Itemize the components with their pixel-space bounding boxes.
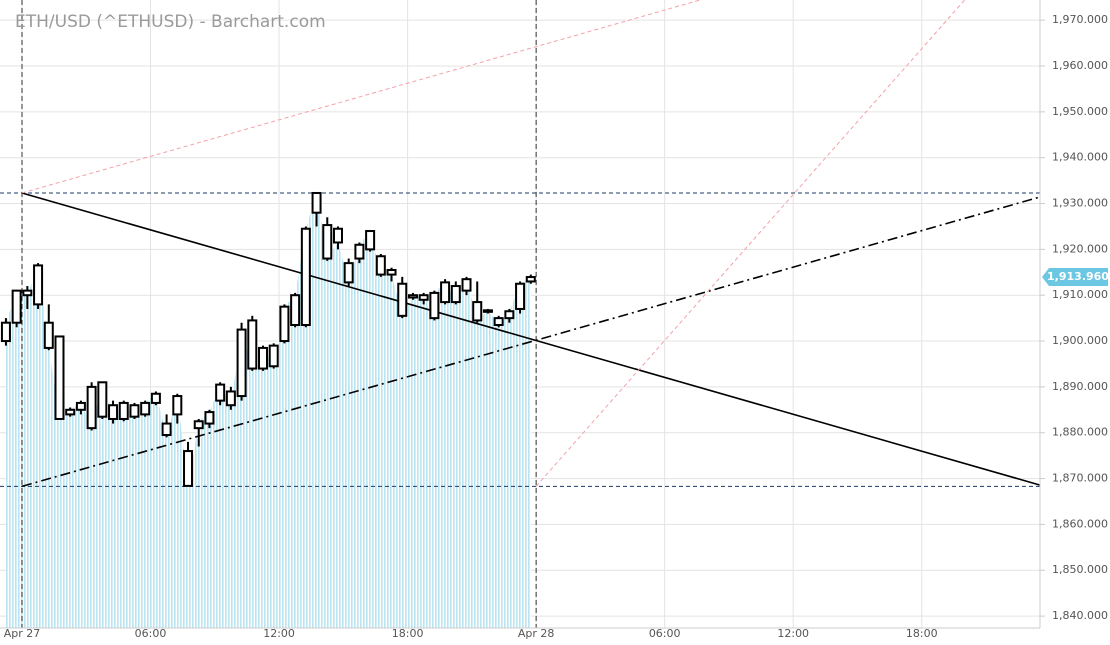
candle-body xyxy=(65,408,76,416)
candle-body xyxy=(172,395,183,416)
candle-body xyxy=(440,281,451,304)
y-tick-label: 1,950.000 xyxy=(1052,105,1108,118)
x-tick-label: Apr 27 xyxy=(4,627,41,640)
x-tick-label: 06:00 xyxy=(649,627,681,640)
y-tick-label: 1,910.000 xyxy=(1052,288,1108,301)
candle-body xyxy=(418,294,429,301)
candle-body xyxy=(97,381,108,418)
y-tick-label: 1,880.000 xyxy=(1052,426,1108,439)
x-tick-label: 18:00 xyxy=(906,627,938,640)
chart-title: ETH/USD (^ETHUSD) - Barchart.com xyxy=(15,12,326,32)
candle-body xyxy=(504,310,515,320)
y-tick-label: 1,840.000 xyxy=(1052,609,1108,622)
candle-body xyxy=(397,282,408,317)
candle-body xyxy=(75,401,86,411)
candle-body xyxy=(268,344,279,368)
candle-body xyxy=(407,294,418,299)
candle-body xyxy=(108,404,119,420)
candle-body xyxy=(215,383,226,402)
last-price-label: 1,913.960 xyxy=(1047,270,1109,283)
candle-body xyxy=(332,227,343,244)
candle-body xyxy=(482,309,493,313)
candle-body xyxy=(118,401,129,420)
y-tick-label: 1,930.000 xyxy=(1052,197,1108,210)
candle-body xyxy=(365,230,376,251)
candle-body xyxy=(386,268,397,276)
candle-body xyxy=(450,285,461,304)
trend-line xyxy=(535,0,965,487)
candle-body xyxy=(161,422,172,437)
trend-line xyxy=(21,196,1040,488)
candle-body xyxy=(429,291,440,320)
candle-body xyxy=(33,264,44,306)
y-tick-label: 1,900.000 xyxy=(1052,334,1108,347)
candle-body xyxy=(311,191,322,214)
candle-body xyxy=(525,276,536,283)
x-tick-label: 06:00 xyxy=(135,627,167,640)
y-tick-label: 1,920.000 xyxy=(1052,242,1108,255)
y-tick-label: 1,870.000 xyxy=(1052,472,1108,485)
candle-body xyxy=(183,450,194,487)
candle-body xyxy=(354,243,365,260)
candle-body xyxy=(129,404,140,418)
candle-body xyxy=(86,385,97,430)
candle-body xyxy=(22,289,33,297)
candle-body xyxy=(258,346,269,370)
trend-line xyxy=(21,192,1040,486)
trend-line xyxy=(21,0,701,194)
candle-body xyxy=(247,319,258,370)
candle-body xyxy=(150,392,161,404)
candle-body xyxy=(54,335,65,420)
candle-body xyxy=(279,305,290,343)
y-tick-label: 1,860.000 xyxy=(1052,517,1108,530)
candle-body xyxy=(43,321,54,349)
candle-body xyxy=(343,262,354,284)
candle-body xyxy=(472,301,483,322)
x-tick-label: 12:00 xyxy=(263,627,295,640)
x-tick-label: Apr 28 xyxy=(518,627,555,640)
candle-body xyxy=(375,255,386,276)
close-area xyxy=(5,192,531,628)
candle-body xyxy=(204,411,215,425)
candle-body xyxy=(300,227,311,327)
x-tick-label: 12:00 xyxy=(777,627,809,640)
candle-body xyxy=(236,328,247,398)
candle-body xyxy=(11,289,22,324)
candle-body xyxy=(515,282,526,310)
candle-body xyxy=(322,224,333,260)
candle-body xyxy=(140,401,151,416)
candle-body xyxy=(290,294,301,327)
candle-body xyxy=(493,317,504,327)
last-price-box xyxy=(1042,268,1108,287)
plot-area xyxy=(0,0,1040,628)
candle-body xyxy=(225,390,236,407)
y-tick-label: 1,940.000 xyxy=(1052,151,1108,164)
y-tick-label: 1,970.000 xyxy=(1052,13,1108,26)
y-tick-label: 1,850.000 xyxy=(1052,563,1108,576)
candle-body xyxy=(193,420,204,430)
x-tick-label: 18:00 xyxy=(392,627,424,640)
y-tick-label: 1,890.000 xyxy=(1052,380,1108,393)
candle-body xyxy=(461,278,472,292)
y-tick-label: 1,960.000 xyxy=(1052,59,1108,72)
candle-body xyxy=(0,321,11,343)
